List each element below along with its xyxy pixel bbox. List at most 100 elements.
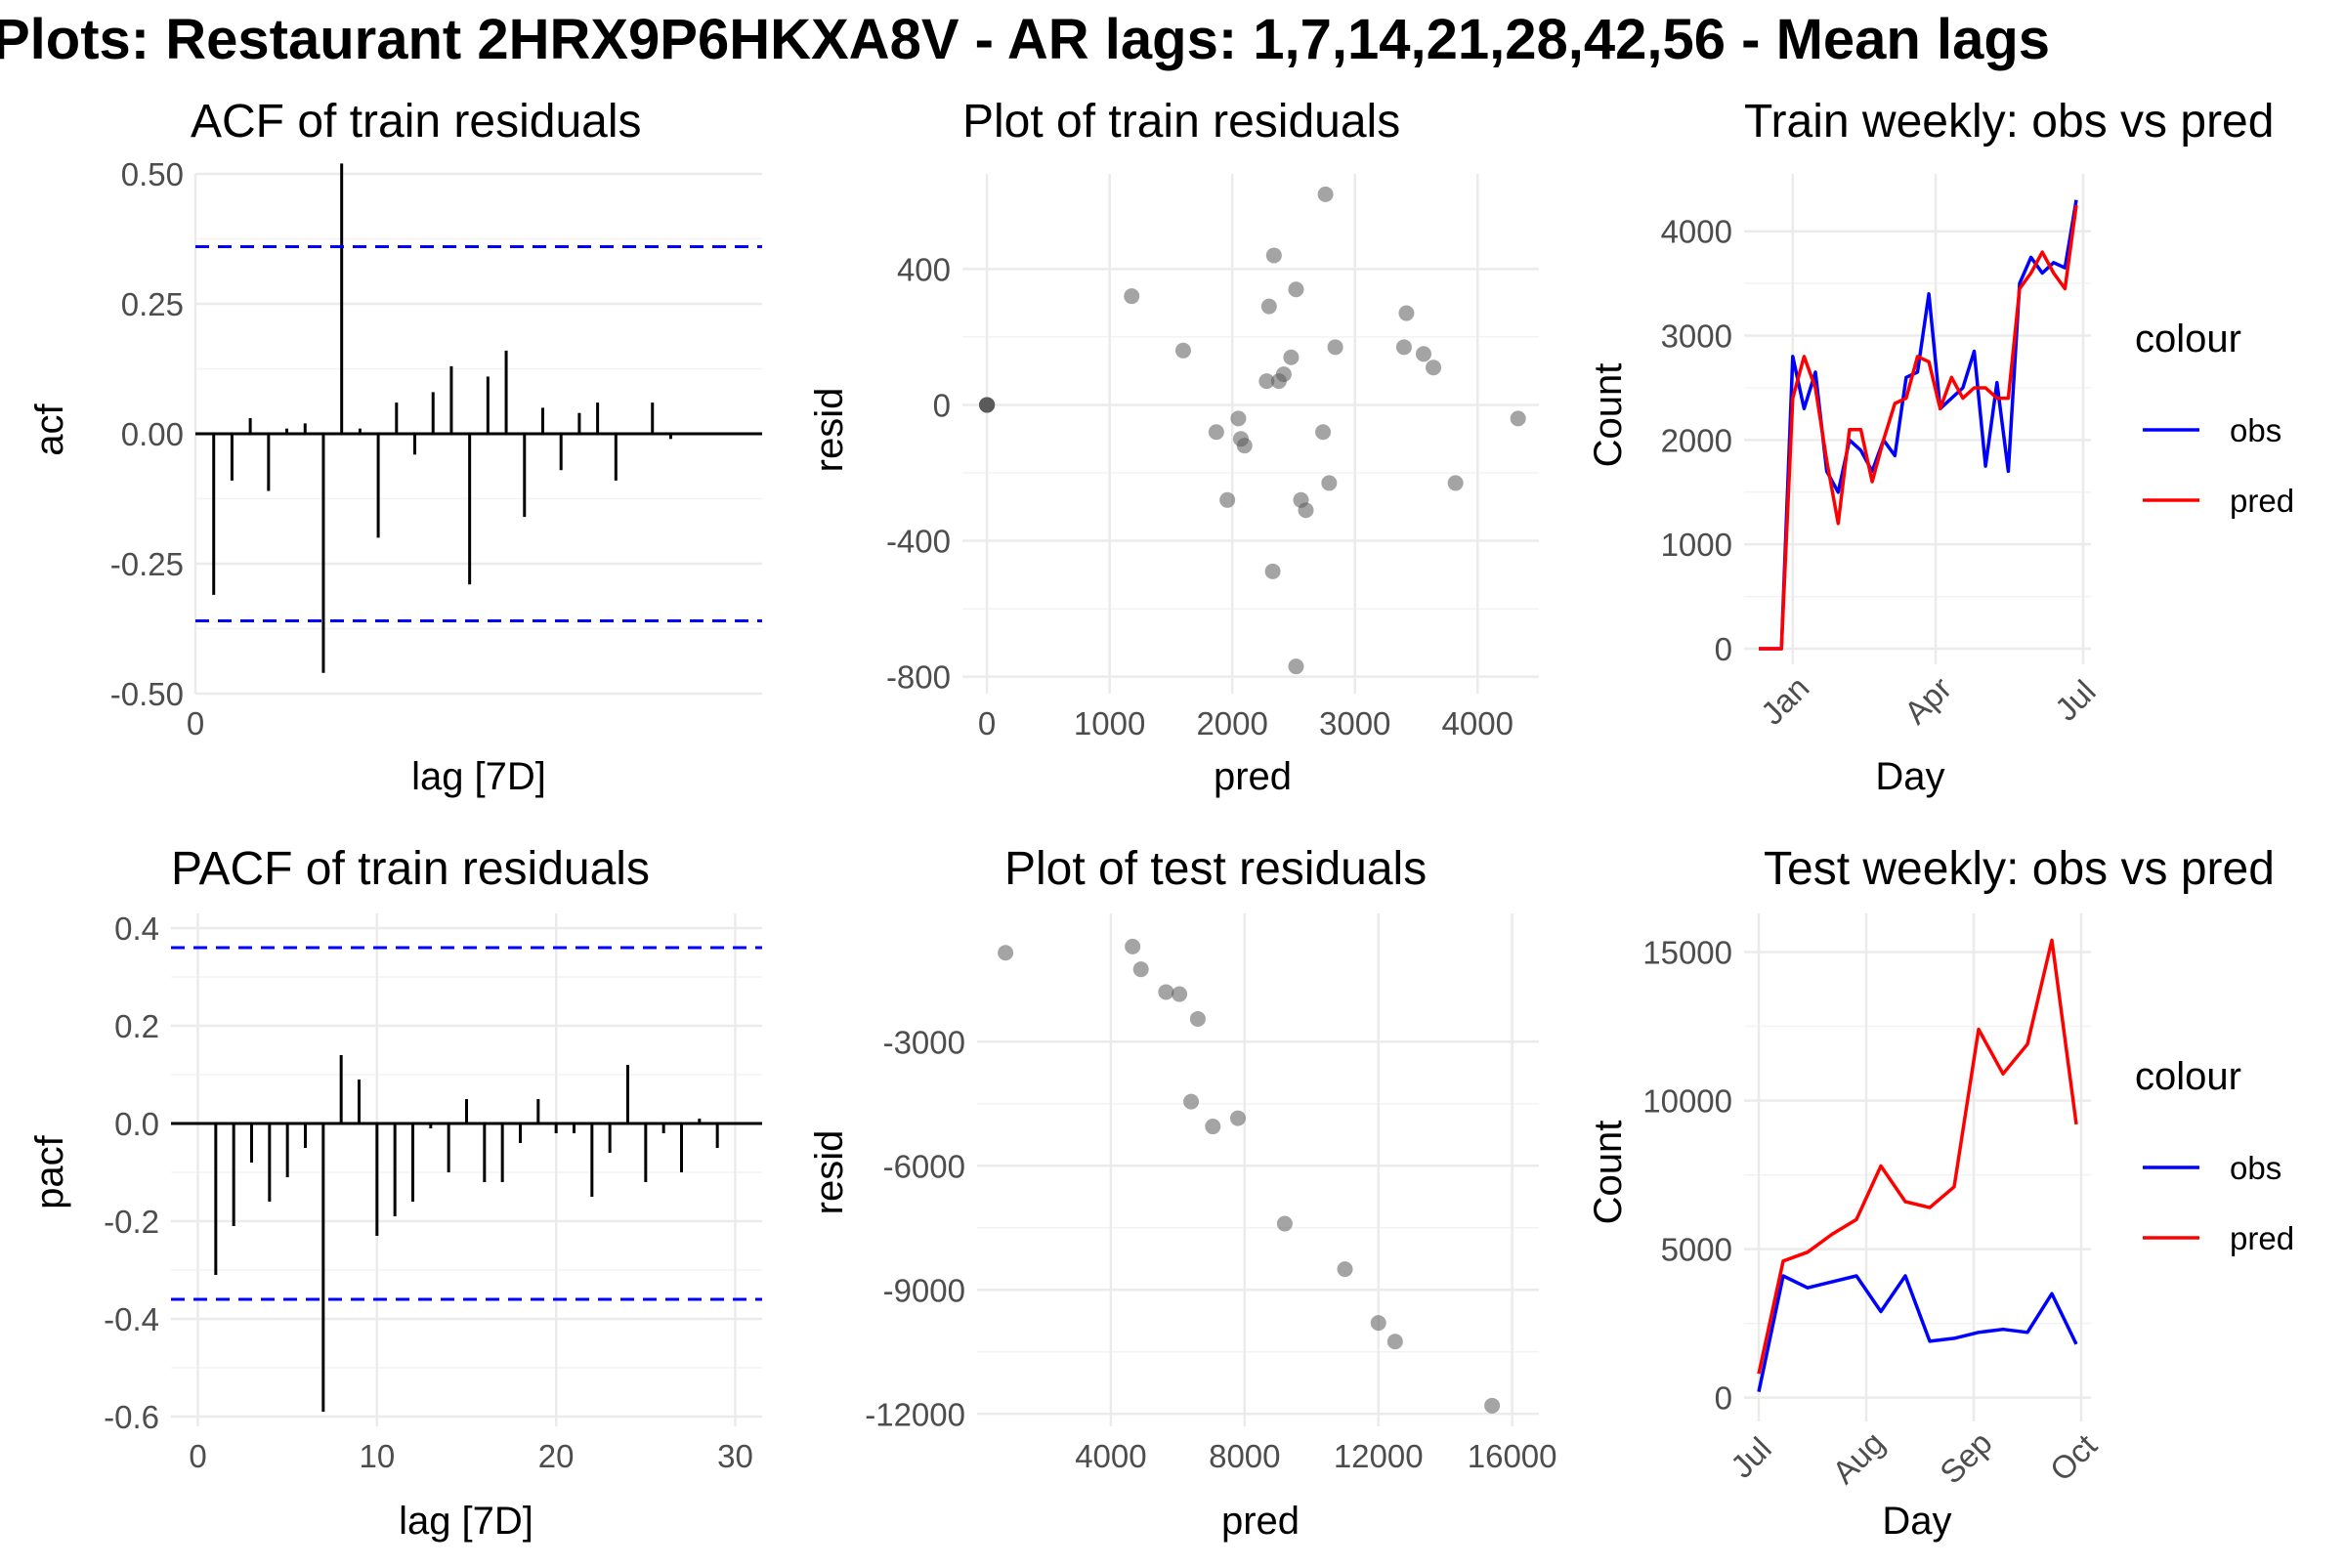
scatter-point (1124, 288, 1140, 305)
scatter-point (1298, 502, 1314, 519)
legend-label-pred: pred (2230, 483, 2294, 519)
scatter-point (1260, 298, 1277, 315)
y-tick-label: -9000 (883, 1272, 965, 1308)
x-tick-label: 1000 (1074, 705, 1145, 742)
x-tick-label: 2000 (1196, 705, 1267, 742)
x-tick-label: 4000 (1442, 705, 1514, 742)
x-tick-label: 16000 (1468, 1438, 1557, 1474)
scatter-point (1321, 475, 1338, 491)
scatter-point (998, 945, 1014, 961)
legend: colour obs pred (2135, 318, 2294, 519)
scatter-point (1276, 1215, 1293, 1232)
scatter-point (1275, 366, 1292, 383)
x-axis-label: pred (1221, 1500, 1300, 1543)
scatter-point (1510, 410, 1526, 427)
y-tick-label: -0.4 (104, 1301, 159, 1337)
chart-title: ACF of train residuals (191, 96, 642, 148)
scatter-point (1386, 1334, 1403, 1350)
x-tick-label: 12000 (1334, 1438, 1424, 1474)
y-tick-label: 15000 (1642, 935, 1732, 971)
y-tick-label: -0.2 (104, 1204, 159, 1240)
x-tick-label: 10 (359, 1438, 395, 1474)
y-tick-label: -3000 (883, 1024, 965, 1060)
chart-panel-6: Test weekly: obs vs pred Day Count 0 5000 100… (1587, 843, 2294, 1543)
scatter-point (1337, 1261, 1353, 1278)
scatter-point (1229, 1110, 1246, 1126)
y-tick-label: 0.4 (114, 911, 159, 947)
scatter-point (1315, 424, 1332, 441)
x-tick-label: 0 (978, 705, 996, 742)
scatter-point (1426, 360, 1442, 376)
y-tick-label: -0.50 (110, 676, 184, 712)
scatter-point (1230, 410, 1247, 427)
chart-panel-3: Train weekly: obs vs pred Day Count 0 1000 20… (1587, 96, 2294, 798)
x-tick-label: Jan (1754, 669, 1816, 732)
scatter-point (1189, 1010, 1206, 1027)
series-line-obs (1759, 199, 2078, 651)
y-tick-label: 0.25 (121, 286, 184, 322)
x-tick-label: Apr (1897, 670, 1958, 731)
y-tick-label: 4000 (1661, 214, 1732, 250)
x-axis-label: Day (1875, 755, 1944, 798)
y-axis-label: pacf (28, 1134, 71, 1208)
x-tick-label: Oct (2043, 1427, 2104, 1488)
y-axis-label: Count (1587, 363, 1630, 468)
y-tick-label: -800 (886, 659, 951, 696)
y-tick-label: 0.00 (121, 416, 184, 452)
scatter-point (1484, 1397, 1501, 1414)
y-tick-label: -6000 (883, 1148, 965, 1184)
y-tick-label: 0.0 (114, 1106, 159, 1142)
x-axis-label: Day (1882, 1500, 1951, 1543)
scatter-point (1172, 986, 1188, 1002)
y-tick-label: 3000 (1661, 318, 1732, 355)
chart-title: Plot of test residuals (1004, 843, 1427, 895)
scatter-point (1447, 475, 1464, 491)
y-tick-label: 2000 (1661, 422, 1732, 458)
x-tick-label: Aug (1825, 1424, 1892, 1491)
x-tick-label: Sep (1933, 1424, 1999, 1491)
chart-panel-5: Plot of test residuals pred resid -3000 -600… (808, 843, 1557, 1543)
chart-title: Plot of train residuals (962, 96, 1400, 148)
y-axis-label: acf (28, 403, 71, 455)
y-axis-label: resid (808, 1130, 851, 1215)
y-axis-label: resid (808, 388, 851, 473)
scatter-point (1132, 961, 1149, 978)
series-line-obs (1757, 1274, 2078, 1392)
series-line-pred (1759, 204, 2078, 651)
y-axis-label: Count (1587, 1121, 1630, 1225)
y-tick-label: -12000 (865, 1396, 965, 1432)
scatter-point (1183, 1093, 1200, 1110)
y-tick-label: -400 (886, 524, 951, 560)
x-tick-label: 0 (189, 1438, 206, 1474)
scatter-point (1125, 938, 1141, 954)
chart-title: Train weekly: obs vs pred (1744, 96, 2274, 148)
chart-panel-2: Plot of train residualspredresid4000-400… (808, 96, 1539, 798)
scatter-point (1219, 491, 1236, 508)
x-axis-label: lag [7D] (411, 755, 546, 798)
y-tick-label: -0.6 (104, 1399, 159, 1435)
y-tick-label: 0 (1715, 1380, 1732, 1417)
x-axis-label: lag [7D] (399, 1500, 533, 1543)
x-tick-label: 30 (717, 1438, 753, 1474)
scatter-point (1258, 373, 1275, 390)
scatter-point (1205, 1119, 1221, 1135)
legend-label-obs: obs (2230, 412, 2281, 448)
y-tick-label: 400 (897, 251, 951, 287)
chart-panel-1: ACF of train residuals lag [7D] acf 0.50 0.2… (28, 96, 762, 798)
y-tick-label: 0 (1715, 631, 1732, 667)
y-tick-label: 10000 (1642, 1083, 1732, 1120)
scatter-point (1395, 339, 1412, 356)
y-tick-label: 0 (933, 387, 951, 423)
scatter-point (1317, 186, 1334, 202)
scatter-point (1370, 1315, 1386, 1332)
legend-label-pred: pred (2230, 1220, 2294, 1256)
series-line-pred (1757, 938, 2078, 1375)
scatter-point (1288, 281, 1304, 298)
scatter-point (1264, 563, 1281, 579)
scatter-point (979, 397, 996, 413)
y-tick-label: 1000 (1661, 527, 1732, 563)
x-tick-label: Jul (2048, 673, 2103, 728)
chart-title: Test weekly: obs vs pred (1764, 843, 2275, 895)
